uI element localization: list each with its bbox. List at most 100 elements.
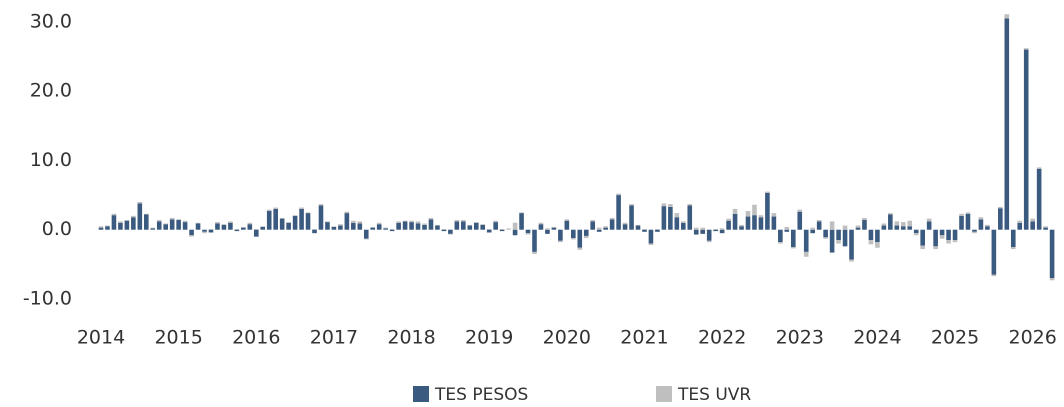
bar [376, 224, 382, 230]
bar [571, 229, 576, 239]
bar [558, 229, 563, 241]
bar [338, 225, 343, 230]
bar [784, 229, 790, 232]
bar [344, 213, 350, 230]
bar [926, 218, 932, 222]
bar [266, 209, 272, 212]
bar [480, 224, 486, 225]
bar [732, 213, 738, 230]
x-tick-label: 2017 [310, 327, 358, 349]
bar [622, 222, 628, 225]
bar [253, 229, 259, 237]
bar [596, 229, 602, 232]
bar [305, 212, 311, 214]
bar [512, 222, 518, 230]
bar [253, 229, 259, 230]
bar [1023, 48, 1029, 50]
bar [467, 225, 473, 230]
bar [913, 229, 919, 234]
bar [616, 193, 621, 196]
bar [933, 246, 938, 250]
bar [868, 240, 874, 245]
bar [273, 207, 278, 209]
bar [331, 226, 337, 230]
bar [428, 219, 434, 230]
bar [920, 245, 925, 250]
bar [131, 217, 136, 230]
bar [312, 229, 317, 230]
bar [208, 229, 214, 230]
bar [810, 229, 815, 234]
bar [674, 217, 680, 230]
bar [829, 221, 835, 230]
bar [564, 220, 570, 230]
bar [422, 224, 427, 230]
x-tick-label: 2016 [232, 327, 280, 349]
bar [202, 229, 207, 232]
bar [111, 215, 117, 230]
bar [726, 220, 731, 230]
bar [473, 222, 479, 223]
x-tick-label: 2021 [620, 327, 668, 349]
bar [441, 229, 447, 232]
bar [124, 220, 130, 221]
y-tick-label: 0.0 [42, 218, 72, 240]
x-tick-label: 2015 [154, 327, 202, 349]
bar [195, 223, 201, 230]
bar [972, 231, 977, 234]
bar [525, 233, 531, 235]
bar [855, 225, 861, 228]
y-tick-label: -10.0 [23, 288, 72, 310]
bar [810, 227, 815, 230]
bar [836, 229, 841, 241]
bar [875, 242, 880, 248]
bar [894, 221, 900, 226]
bar [629, 204, 634, 206]
bar [344, 211, 350, 214]
bar [596, 227, 602, 230]
bar [195, 222, 201, 224]
bar [299, 208, 304, 230]
bar [1004, 18, 1010, 230]
bar [286, 222, 291, 223]
bar [900, 222, 906, 227]
bar [331, 226, 337, 227]
bar [402, 220, 408, 222]
bar [816, 220, 822, 222]
bar [590, 221, 596, 230]
bar [998, 206, 1003, 209]
bar [1017, 222, 1023, 230]
bar [525, 229, 531, 234]
bar [616, 195, 621, 230]
bar [881, 223, 887, 226]
bar [648, 229, 654, 244]
bar [163, 223, 168, 225]
bar [461, 220, 466, 222]
bar [428, 217, 434, 220]
bar [156, 220, 162, 222]
bar [803, 229, 809, 252]
bar [681, 221, 686, 223]
bar [519, 213, 524, 230]
bar [946, 240, 951, 244]
bar [448, 229, 453, 234]
bar [150, 228, 156, 230]
bar [765, 192, 770, 230]
bar [629, 205, 634, 230]
bar [998, 208, 1003, 230]
bar [351, 220, 356, 223]
bar [965, 212, 971, 214]
bar [564, 219, 570, 221]
bar [758, 215, 764, 218]
bar [907, 220, 913, 227]
bar [732, 208, 738, 214]
bar [752, 215, 757, 230]
bar [228, 222, 233, 230]
x-tick-label: 2024 [853, 327, 901, 349]
bar [182, 222, 188, 230]
bar [894, 225, 900, 230]
bar [435, 225, 440, 230]
bar [991, 274, 997, 277]
bar [907, 226, 913, 230]
bar [823, 229, 828, 238]
